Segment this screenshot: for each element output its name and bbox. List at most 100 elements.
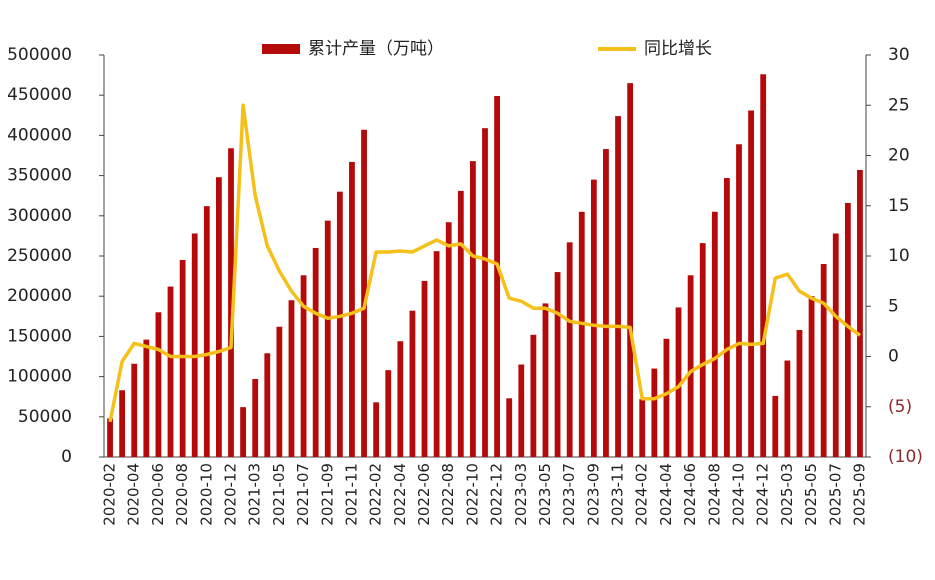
bar (324, 220, 331, 457)
bar (736, 144, 742, 457)
x-tick-label: 2024-08 (705, 463, 723, 526)
bar (687, 275, 694, 457)
bar (494, 96, 500, 457)
y2-tick-label: 30 (888, 45, 910, 65)
bar (433, 251, 440, 457)
y2-tick-label: (5) (888, 397, 912, 417)
x-tick-label: 2023-07 (560, 463, 578, 526)
x-tick-label: 2025-07 (826, 463, 844, 526)
bar (748, 110, 754, 457)
x-tick-label: 2022-10 (463, 463, 481, 526)
x-tick-label: 2024-04 (657, 463, 675, 526)
y-tick-label: 150000 (7, 326, 72, 346)
x-tick-label: 2022-08 (439, 463, 457, 526)
bar (796, 329, 803, 457)
y-tick-label: 50000 (18, 407, 72, 427)
y2-tick-label: 10 (888, 246, 910, 266)
bar (566, 242, 573, 457)
bar (143, 339, 150, 457)
x-tick-label: 2023-09 (584, 463, 602, 526)
bar (808, 296, 815, 457)
bar (820, 264, 827, 457)
y-tick-label: 100000 (7, 367, 72, 387)
x-tick-label: 2025-03 (778, 463, 796, 526)
bar (228, 148, 234, 457)
bar (554, 272, 561, 457)
bar (288, 300, 295, 457)
bar (240, 407, 246, 457)
bar (506, 398, 513, 457)
legend-label: 同比增长 (644, 39, 712, 59)
x-tick-label: 2025-09 (850, 463, 868, 526)
x-tick-label: 2024-02 (633, 463, 651, 526)
bar (131, 363, 138, 457)
x-tick-label: 2024-10 (730, 463, 748, 526)
bar (349, 161, 355, 457)
bar (675, 307, 682, 457)
bar (203, 206, 210, 457)
bar (155, 312, 162, 457)
bar (590, 179, 597, 457)
bar (385, 370, 392, 457)
legend-swatch (262, 44, 300, 54)
x-tick-label: 2021-11 (342, 463, 360, 526)
x-tick-label: 2021-05 (270, 463, 288, 526)
x-tick-label: 2022-02 (367, 463, 385, 526)
x-tick-label: 2020-10 (197, 463, 215, 526)
x-tick-label: 2020-04 (125, 463, 143, 526)
bar (167, 286, 174, 457)
bar (639, 399, 646, 457)
y2-tick-label: (10) (888, 447, 923, 467)
y2-tick-label: 5 (888, 296, 899, 316)
bar (578, 211, 585, 457)
bar (409, 310, 416, 457)
bar (119, 390, 126, 457)
bar (445, 222, 452, 457)
bar (421, 280, 428, 457)
bar (615, 116, 621, 457)
y-tick-label: 400000 (7, 125, 72, 145)
y-tick-label: 300000 (7, 206, 72, 226)
bar (844, 202, 851, 457)
bar (663, 338, 670, 457)
x-tick-label: 2021-03 (246, 463, 264, 526)
x-tick-label: 2023-03 (512, 463, 530, 526)
bar (264, 353, 271, 457)
bar (300, 275, 307, 457)
x-tick-label: 2020-12 (222, 463, 240, 526)
x-tick-label: 2020-02 (101, 463, 119, 526)
bar (627, 83, 634, 457)
bar (482, 128, 488, 457)
line (108, 103, 862, 423)
bar (312, 247, 319, 457)
bar (724, 178, 730, 457)
x-tick-label: 2023-11 (609, 463, 627, 526)
bar (107, 418, 113, 457)
y-tick-label: 450000 (7, 85, 72, 105)
y2-tick-label: 15 (888, 196, 910, 216)
x-tick-label: 2025-05 (802, 463, 820, 526)
bar (542, 303, 549, 457)
bar (711, 211, 718, 457)
y-tick-label: 250000 (7, 246, 72, 266)
bar (457, 190, 464, 457)
y-tick-label: 200000 (7, 286, 72, 306)
bar (760, 74, 767, 458)
bar (191, 233, 198, 457)
x-tick-label: 2021-07 (294, 463, 312, 526)
x-tick-label: 2024-06 (681, 463, 699, 526)
y2-tick-label: 0 (888, 347, 899, 367)
x-tick-label: 2022-12 (488, 463, 506, 526)
y2-tick-label: 25 (888, 95, 910, 115)
x-tick-label: 2022-04 (391, 463, 409, 526)
bar (857, 169, 863, 458)
bar (832, 233, 839, 457)
bar (336, 191, 343, 457)
bar (772, 395, 779, 457)
x-tick-label: 2023-05 (536, 463, 554, 526)
bar (784, 360, 791, 457)
bar (518, 364, 525, 457)
bar (530, 334, 537, 457)
x-tick-label: 2020-08 (173, 463, 191, 526)
